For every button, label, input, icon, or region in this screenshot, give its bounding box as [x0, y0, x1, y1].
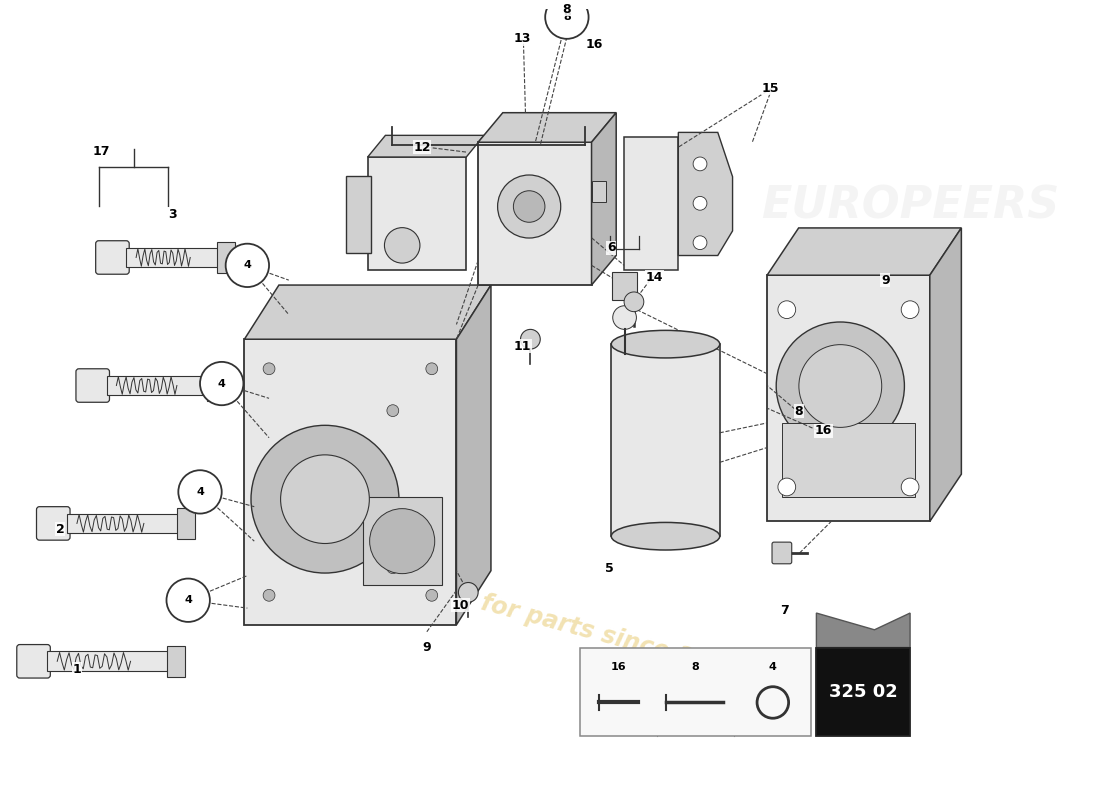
Circle shape [799, 345, 882, 427]
Bar [126, 248, 224, 267]
Bar [612, 344, 719, 536]
FancyBboxPatch shape [36, 506, 70, 540]
Text: 16: 16 [586, 38, 603, 51]
Text: 8: 8 [563, 12, 571, 22]
Bar [782, 423, 915, 497]
Circle shape [459, 582, 478, 602]
Text: 4: 4 [196, 487, 204, 497]
Text: 10: 10 [452, 598, 469, 612]
Polygon shape [456, 285, 491, 625]
Circle shape [901, 478, 918, 496]
Circle shape [693, 197, 707, 210]
Polygon shape [367, 135, 484, 157]
Text: 16: 16 [610, 662, 626, 672]
Text: 3: 3 [168, 208, 177, 221]
Ellipse shape [612, 330, 719, 358]
Circle shape [280, 455, 370, 543]
Bar [47, 651, 175, 671]
Text: 14: 14 [646, 270, 663, 284]
Polygon shape [679, 132, 733, 255]
Circle shape [226, 244, 270, 287]
Bar [177, 508, 195, 539]
Text: 11: 11 [514, 340, 531, 353]
Circle shape [370, 509, 434, 574]
Polygon shape [816, 613, 910, 647]
Text: 4: 4 [243, 260, 251, 270]
Circle shape [426, 590, 438, 602]
Circle shape [384, 228, 420, 263]
Bar [346, 176, 371, 253]
Bar [767, 275, 930, 522]
Bar [592, 181, 606, 202]
Circle shape [178, 470, 222, 514]
Bar [107, 376, 214, 395]
Text: 4: 4 [184, 595, 192, 606]
Bar [816, 647, 910, 736]
Circle shape [426, 363, 438, 374]
Text: 8: 8 [794, 405, 803, 418]
Text: 7: 7 [781, 603, 789, 617]
Circle shape [263, 363, 275, 374]
Polygon shape [244, 285, 491, 339]
Text: 2: 2 [56, 523, 65, 536]
Circle shape [497, 175, 561, 238]
Polygon shape [478, 113, 616, 142]
FancyBboxPatch shape [76, 369, 110, 402]
Text: 4: 4 [769, 662, 777, 672]
Circle shape [387, 405, 398, 417]
Bar [580, 647, 812, 736]
Circle shape [777, 322, 904, 450]
Text: 9: 9 [422, 641, 431, 654]
Bar [363, 497, 441, 586]
Bar [167, 646, 185, 677]
Text: a passion for parts since 1985: a passion for parts since 1985 [348, 556, 742, 684]
Bar [67, 514, 185, 534]
Circle shape [693, 236, 707, 250]
Text: 325 02: 325 02 [829, 683, 898, 701]
Circle shape [901, 301, 918, 318]
Text: 13: 13 [514, 32, 531, 46]
Text: 8: 8 [692, 662, 700, 672]
Bar [244, 339, 456, 625]
Circle shape [624, 292, 644, 312]
Text: 5: 5 [605, 562, 614, 575]
Bar [207, 370, 224, 402]
Polygon shape [767, 228, 961, 275]
Text: 15: 15 [761, 82, 779, 94]
Circle shape [546, 0, 589, 39]
Text: 12: 12 [414, 141, 431, 154]
Bar [367, 157, 466, 270]
Bar [478, 142, 592, 285]
FancyBboxPatch shape [16, 645, 51, 678]
Ellipse shape [612, 522, 719, 550]
Circle shape [387, 562, 398, 574]
Circle shape [251, 426, 399, 573]
Circle shape [520, 330, 540, 349]
Text: 1: 1 [73, 662, 81, 676]
FancyBboxPatch shape [772, 542, 792, 564]
Polygon shape [930, 228, 961, 522]
Text: 6: 6 [607, 241, 616, 254]
Circle shape [778, 301, 795, 318]
Text: 9: 9 [881, 274, 890, 286]
Bar [624, 138, 679, 270]
Circle shape [514, 190, 544, 222]
Text: 8: 8 [562, 2, 571, 16]
Circle shape [613, 306, 637, 330]
FancyBboxPatch shape [96, 241, 129, 274]
Text: EUROPEERS: EUROPEERS [761, 185, 1059, 228]
Text: 17: 17 [92, 145, 110, 158]
Circle shape [200, 362, 243, 406]
Bar [613, 272, 637, 300]
Bar [217, 242, 234, 274]
Circle shape [263, 590, 275, 602]
Text: 16: 16 [815, 424, 832, 438]
Polygon shape [592, 113, 616, 285]
Circle shape [778, 478, 795, 496]
Circle shape [166, 578, 210, 622]
Circle shape [693, 157, 707, 171]
Text: 4: 4 [218, 378, 226, 389]
